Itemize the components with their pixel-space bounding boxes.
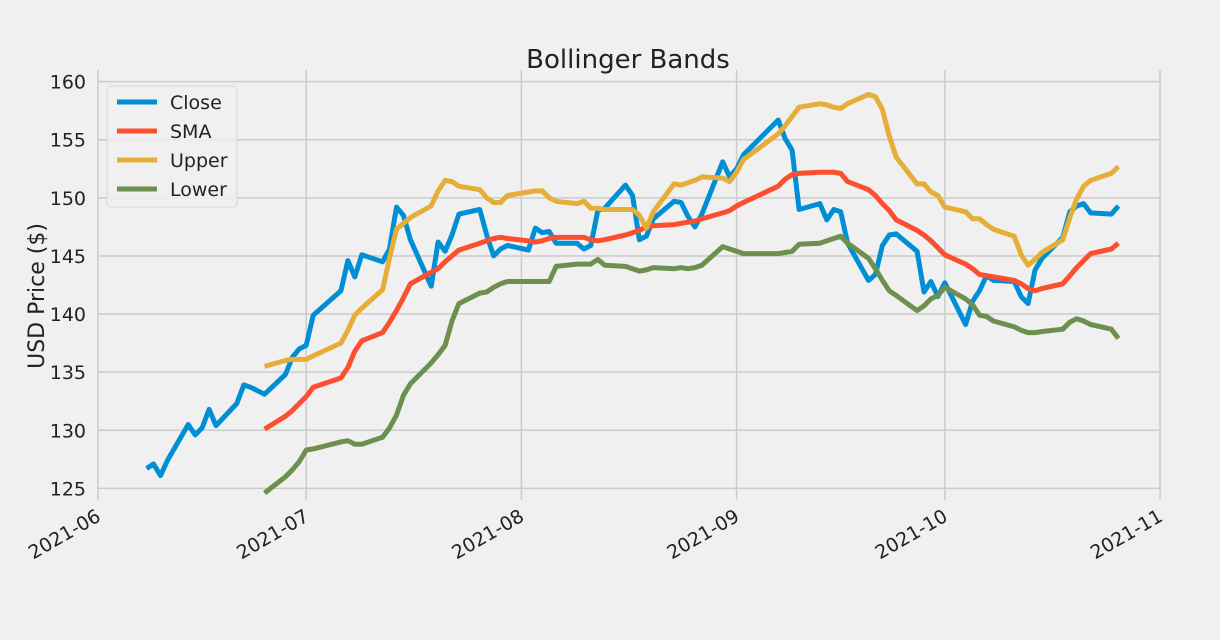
chart-title: Bollinger Bands	[526, 45, 730, 75]
series-lines	[145, 91, 1121, 495]
legend-label-lower: Lower	[170, 179, 227, 201]
y-tick-label-3: 140	[50, 304, 86, 326]
legend-box	[106, 85, 238, 208]
legend-label-sma: SMA	[170, 121, 211, 143]
y-axis-label: USD Price ($)	[25, 223, 50, 369]
series-line-lower	[263, 233, 1121, 495]
y-tick-label-2: 135	[50, 362, 86, 384]
legend: Close SMA Upper Lower	[106, 85, 238, 208]
y-tick-label-4: 145	[50, 246, 86, 268]
legend-label-upper: Upper	[170, 150, 228, 172]
y-tick-label-6: 155	[50, 130, 86, 152]
y-tick-label-0: 125	[50, 478, 86, 500]
series-line-sma	[263, 169, 1120, 432]
legend-label-close: Close	[170, 92, 222, 114]
series-line-close	[145, 117, 1121, 479]
y-tick-labels: 125 130 135 140 145 150 155 160	[50, 72, 86, 501]
grid	[97, 70, 1161, 500]
y-tick-label-1: 130	[50, 420, 86, 442]
y-tick-label-5: 150	[50, 188, 86, 210]
series-line-upper	[263, 91, 1121, 369]
y-tick-label-7: 160	[50, 72, 86, 94]
